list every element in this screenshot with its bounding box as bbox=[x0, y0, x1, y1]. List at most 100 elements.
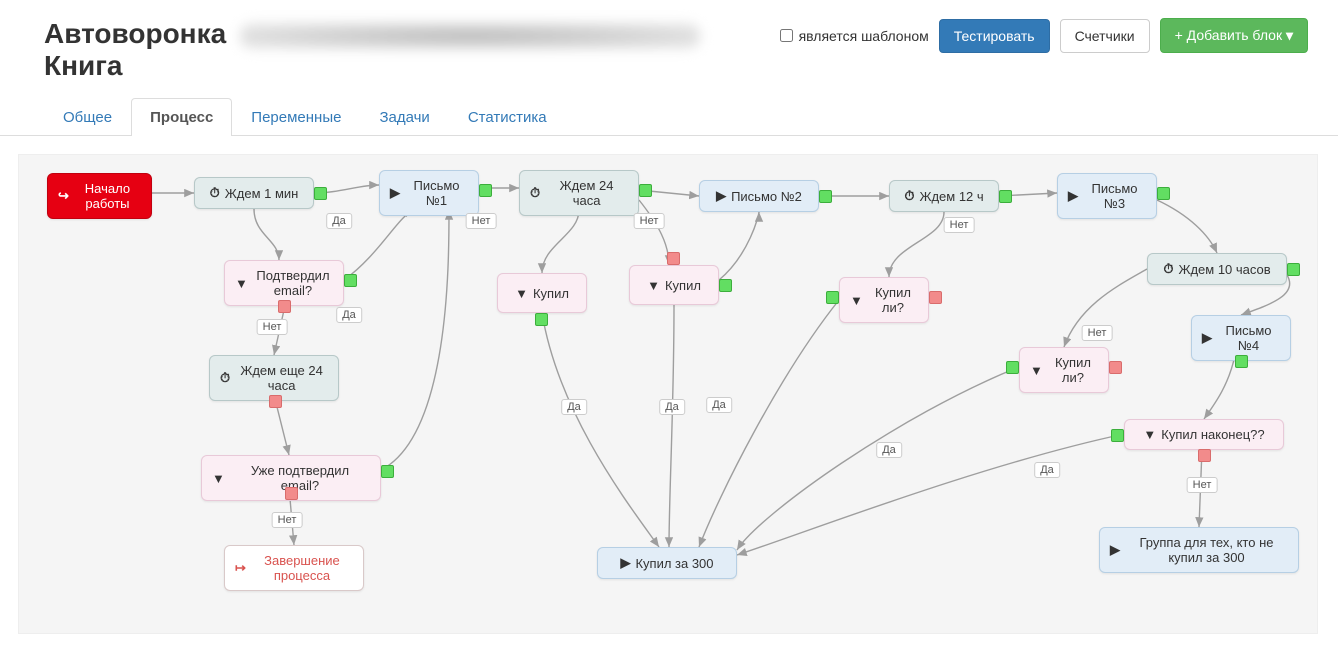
node-start[interactable]: ↪ Начало работы bbox=[47, 173, 152, 219]
node-icon: ▼ bbox=[235, 276, 248, 291]
title-prefix: Автоворонка bbox=[44, 18, 226, 49]
node-label: Купил наконец?? bbox=[1161, 427, 1264, 442]
chevron-down-icon: ▾ bbox=[1286, 27, 1293, 43]
node-boughtfinal[interactable]: ▼ Купил наконец?? bbox=[1124, 419, 1284, 450]
node-label: Купил ли? bbox=[1048, 355, 1098, 385]
port-bought4-right[interactable] bbox=[1109, 361, 1122, 374]
port-bought4-left[interactable] bbox=[1006, 361, 1019, 374]
counters-button[interactable]: Счетчики bbox=[1060, 19, 1150, 53]
node-bought4[interactable]: ▼ Купил ли? bbox=[1019, 347, 1109, 393]
node-label: Уже подтвердил email? bbox=[230, 463, 370, 493]
node-label: Купил bbox=[533, 286, 569, 301]
node-groupno[interactable]: ▶ Группа для тех, кто не купил за 300 bbox=[1099, 527, 1299, 573]
node-icon: ⏱ bbox=[220, 370, 230, 386]
node-label: Ждем 1 мин bbox=[225, 186, 299, 201]
node-icon: ▶ bbox=[1110, 542, 1120, 558]
port-wait12-right[interactable] bbox=[999, 190, 1012, 203]
port-wait10-right[interactable] bbox=[1287, 263, 1300, 276]
node-icon: ▶ bbox=[716, 188, 726, 204]
node-label: Группа для тех, кто не купил за 300 bbox=[1125, 535, 1288, 565]
node-bought2[interactable]: ▼ Купил bbox=[629, 265, 719, 305]
node-icon: ▶ bbox=[1068, 188, 1078, 204]
node-label: Купил ли? bbox=[868, 285, 918, 315]
node-bought300[interactable]: ▶ Купил за 300 bbox=[597, 547, 737, 579]
node-label: Завершение процесса bbox=[251, 553, 353, 583]
edge-label: Нет bbox=[634, 213, 665, 229]
node-icon: ⏱ bbox=[210, 185, 220, 201]
node-wait10[interactable]: ⏱Ждем 10 часов bbox=[1147, 253, 1287, 285]
node-wait24[interactable]: ⏱ Ждем 24 часа bbox=[519, 170, 639, 216]
node-icon: ▶ bbox=[390, 185, 400, 201]
edge-label: Нет bbox=[1082, 325, 1113, 341]
node-end[interactable]: ↦Завершение процесса bbox=[224, 545, 364, 591]
flow-canvas[interactable]: ↪Начало работы⏱Ждем 1 мин▶Письмо №1⏱Ждем… bbox=[18, 154, 1318, 634]
add-block-button[interactable]: + Добавить блок ▾ bbox=[1160, 18, 1308, 53]
edge-label: Нет bbox=[272, 512, 303, 528]
port-boughtfinal-bottom[interactable] bbox=[1198, 449, 1211, 462]
edge-label: Да bbox=[561, 399, 587, 415]
tab-process[interactable]: Процесс bbox=[131, 98, 232, 136]
node-label: Подтвердил email? bbox=[253, 268, 333, 298]
port-waitmore24-bottom[interactable] bbox=[269, 395, 282, 408]
node-label: Ждем 12 ч bbox=[919, 189, 983, 204]
tab-stats[interactable]: Статистика bbox=[449, 98, 566, 136]
node-label: Купил за 300 bbox=[635, 556, 713, 571]
node-label: Ждем еще 24 часа bbox=[235, 363, 328, 393]
node-letter2[interactable]: ▶ Письмо №2 bbox=[699, 180, 819, 212]
test-button[interactable]: Тестировать bbox=[939, 19, 1050, 53]
node-label: Начало работы bbox=[74, 181, 141, 211]
node-wait1[interactable]: ⏱ Ждем 1 мин bbox=[194, 177, 314, 209]
node-letter3[interactable]: ▶Письмо №3 bbox=[1057, 173, 1157, 219]
port-bought2-right[interactable] bbox=[719, 279, 732, 292]
port-bought1-bottom[interactable] bbox=[535, 313, 548, 326]
node-icon: ▶ bbox=[1202, 330, 1212, 346]
node-label: Письмо №2 bbox=[731, 189, 802, 204]
tab-variables[interactable]: Переменные bbox=[232, 98, 360, 136]
port-bought2-bottom[interactable] bbox=[667, 252, 680, 265]
port-letter3-right[interactable] bbox=[1157, 187, 1170, 200]
edge-label: Нет bbox=[257, 319, 288, 335]
port-wait24-right[interactable] bbox=[639, 184, 652, 197]
node-label: Ждем 24 часа bbox=[545, 178, 628, 208]
port-confirm-bottom[interactable] bbox=[278, 300, 291, 313]
port-confirm-right[interactable] bbox=[344, 274, 357, 287]
node-wait12[interactable]: ⏱ Ждем 12 ч bbox=[889, 180, 999, 212]
node-label: Ждем 10 часов bbox=[1178, 262, 1270, 277]
node-letter1[interactable]: ▶ Письмо №1 bbox=[379, 170, 479, 216]
node-icon: ▼ bbox=[647, 278, 660, 293]
template-checkbox-input[interactable] bbox=[780, 29, 793, 42]
node-label: Купил bbox=[665, 278, 701, 293]
port-confirm2-bottom[interactable] bbox=[285, 487, 298, 500]
port-letter4-bottom[interactable] bbox=[1235, 355, 1248, 368]
tab-tasks[interactable]: Задачи bbox=[360, 98, 448, 136]
port-confirm2-right[interactable] bbox=[381, 465, 394, 478]
page-title: Автоворонка Книга bbox=[44, 18, 700, 82]
node-icon: ▼ bbox=[212, 471, 225, 486]
node-label: Письмо №1 bbox=[405, 178, 468, 208]
node-icon: ⏱ bbox=[904, 188, 914, 204]
node-bought1[interactable]: ▼ Купил bbox=[497, 273, 587, 313]
edge-label: Да bbox=[706, 397, 732, 413]
title-blurred bbox=[240, 23, 700, 49]
node-icon: ▼ bbox=[850, 293, 863, 308]
node-bought3[interactable]: ▼ Купил ли? bbox=[839, 277, 929, 323]
node-icon: ⏱ bbox=[530, 185, 540, 201]
tab-general[interactable]: Общее bbox=[44, 98, 131, 136]
node-icon: ▶ bbox=[620, 555, 630, 571]
tabs: ОбщееПроцессПеременныеЗадачиСтатистика bbox=[0, 92, 1338, 136]
port-bought3-left[interactable] bbox=[826, 291, 839, 304]
edge-label: Да bbox=[1034, 462, 1060, 478]
port-letter1-right[interactable] bbox=[479, 184, 492, 197]
node-icon: ▼ bbox=[515, 286, 528, 301]
template-checkbox[interactable]: является шаблоном bbox=[780, 28, 929, 44]
edge-label: Нет bbox=[944, 217, 975, 233]
title-suffix: Книга bbox=[44, 50, 122, 81]
port-wait1-right[interactable] bbox=[314, 187, 327, 200]
node-icon: ▼ bbox=[1143, 427, 1156, 442]
port-boughtfinal-left[interactable] bbox=[1111, 429, 1124, 442]
node-label: Письмо №4 bbox=[1217, 323, 1280, 353]
port-bought3-right[interactable] bbox=[929, 291, 942, 304]
node-icon: ↪ bbox=[58, 188, 69, 204]
port-letter2-right[interactable] bbox=[819, 190, 832, 203]
node-icon: ▼ bbox=[1030, 363, 1043, 378]
